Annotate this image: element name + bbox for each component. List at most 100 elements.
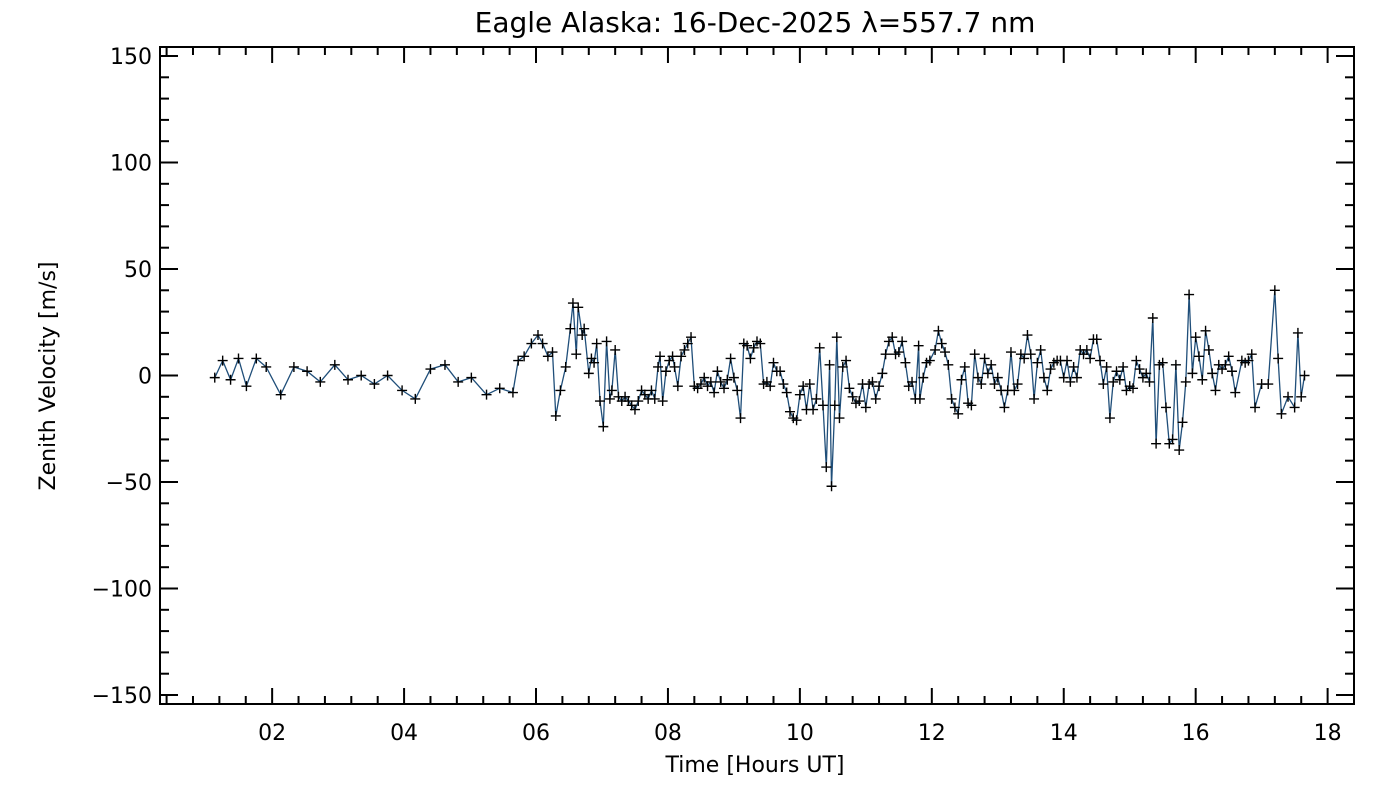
data-point-marker — [1065, 376, 1076, 387]
x-tick-label: 14 — [1050, 721, 1078, 746]
data-point-marker — [933, 325, 944, 336]
data-point-marker — [682, 338, 693, 349]
data-point-marker — [217, 355, 228, 366]
x-tick-label: 16 — [1182, 721, 1210, 746]
data-point-marker — [329, 359, 340, 370]
data-point-marker — [722, 374, 733, 385]
data-point-marker — [1190, 332, 1201, 343]
data-point-marker — [573, 302, 584, 313]
data-point-marker — [768, 357, 779, 368]
data-point-marker — [1045, 364, 1056, 375]
data-point-marker — [712, 366, 723, 377]
data-point-marker — [1273, 353, 1284, 364]
data-series — [209, 285, 1310, 492]
data-point-marker — [410, 393, 421, 404]
data-point-marker — [986, 359, 997, 370]
data-point-marker — [481, 389, 492, 400]
data-point-marker — [526, 338, 537, 349]
data-point-marker — [1243, 355, 1254, 366]
data-point-marker — [1200, 325, 1211, 336]
data-point-marker — [1147, 312, 1158, 323]
data-point-marker — [225, 374, 236, 385]
data-point-marker — [382, 370, 393, 381]
data-point-marker — [897, 336, 908, 347]
data-point-marker — [1071, 372, 1082, 383]
data-point-marker — [992, 372, 1003, 383]
data-point-marker — [547, 347, 558, 358]
data-point-marker — [781, 387, 792, 398]
data-point-marker — [343, 374, 354, 385]
y-tick-label: −100 — [92, 578, 152, 603]
data-point-marker — [233, 353, 244, 364]
data-point-marker — [1009, 385, 1020, 396]
data-point-marker — [1038, 372, 1049, 383]
data-point-marker — [742, 340, 753, 351]
data-point-marker — [854, 396, 865, 407]
data-point-marker — [542, 351, 553, 362]
data-point-marker — [979, 353, 990, 364]
series-line — [214, 290, 1306, 487]
data-point-marker — [844, 383, 855, 394]
data-point-marker — [847, 391, 858, 402]
data-point-marker — [821, 462, 832, 473]
data-point-marker — [936, 338, 947, 349]
data-point-marker — [1068, 361, 1079, 372]
data-point-marker — [1042, 385, 1053, 396]
data-point-marker — [679, 344, 690, 355]
data-point-marker — [1283, 391, 1294, 402]
data-point-marker — [356, 370, 367, 381]
data-point-marker — [715, 376, 726, 387]
data-point-marker — [953, 408, 964, 419]
data-point-marker — [775, 366, 786, 377]
data-point-marker — [860, 402, 871, 413]
data-point-marker — [494, 383, 505, 394]
data-point-marker — [1289, 402, 1300, 413]
data-point-marker — [1108, 376, 1119, 387]
data-point-marker — [1180, 376, 1191, 387]
data-point-marker — [924, 355, 935, 366]
data-point-marker — [837, 361, 848, 372]
data-point-marker — [591, 338, 602, 349]
data-point-marker — [1101, 361, 1112, 372]
data-point-marker — [1230, 387, 1241, 398]
data-point-marker — [1025, 349, 1036, 360]
x-tick-label: 06 — [522, 721, 550, 746]
data-point-marker — [732, 385, 743, 396]
data-point-marker — [824, 359, 835, 370]
data-point-marker — [829, 400, 840, 411]
data-point-marker — [831, 332, 842, 343]
data-point-marker — [653, 361, 664, 372]
y-axis-label: Zenith Velocity [m/s] — [36, 262, 61, 491]
data-point-marker — [629, 404, 640, 415]
data-point-marker — [1019, 353, 1030, 364]
data-point-marker — [999, 402, 1010, 413]
data-point-marker — [1081, 344, 1092, 355]
data-point-marker — [949, 402, 960, 413]
data-point-marker — [1035, 344, 1046, 355]
data-point-marker — [745, 353, 756, 364]
data-point-marker — [1207, 368, 1218, 379]
data-point-marker — [604, 393, 615, 404]
x-tick-labels: 02 04 06 08 10 12 14 16 18 — [258, 721, 1341, 746]
data-point-marker — [1170, 359, 1181, 370]
data-point-marker — [657, 396, 668, 407]
data-point-marker — [1187, 368, 1198, 379]
data-point-marker — [1141, 368, 1152, 379]
data-point-marker — [870, 393, 881, 404]
data-point-marker — [943, 359, 954, 370]
data-point-marker — [798, 381, 809, 392]
data-point-marker — [315, 376, 326, 387]
data-point-marker — [660, 366, 671, 377]
data-point-marker — [686, 332, 697, 343]
data-point-marker — [672, 381, 683, 392]
data-point-marker — [918, 372, 929, 383]
y-tick-label: 50 — [124, 258, 152, 283]
data-point-marker — [1174, 445, 1185, 456]
data-point-marker — [1114, 374, 1125, 385]
data-point-marker — [989, 379, 1000, 390]
data-point-marker — [669, 361, 680, 372]
data-point-marker — [976, 379, 987, 390]
data-point-marker — [577, 330, 588, 341]
data-point-marker — [874, 381, 885, 392]
